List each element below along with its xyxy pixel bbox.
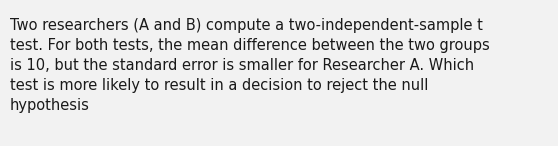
Text: Two researchers (A and B) compute a two-independent-sample t
test. For both test: Two researchers (A and B) compute a two-…	[10, 18, 490, 113]
